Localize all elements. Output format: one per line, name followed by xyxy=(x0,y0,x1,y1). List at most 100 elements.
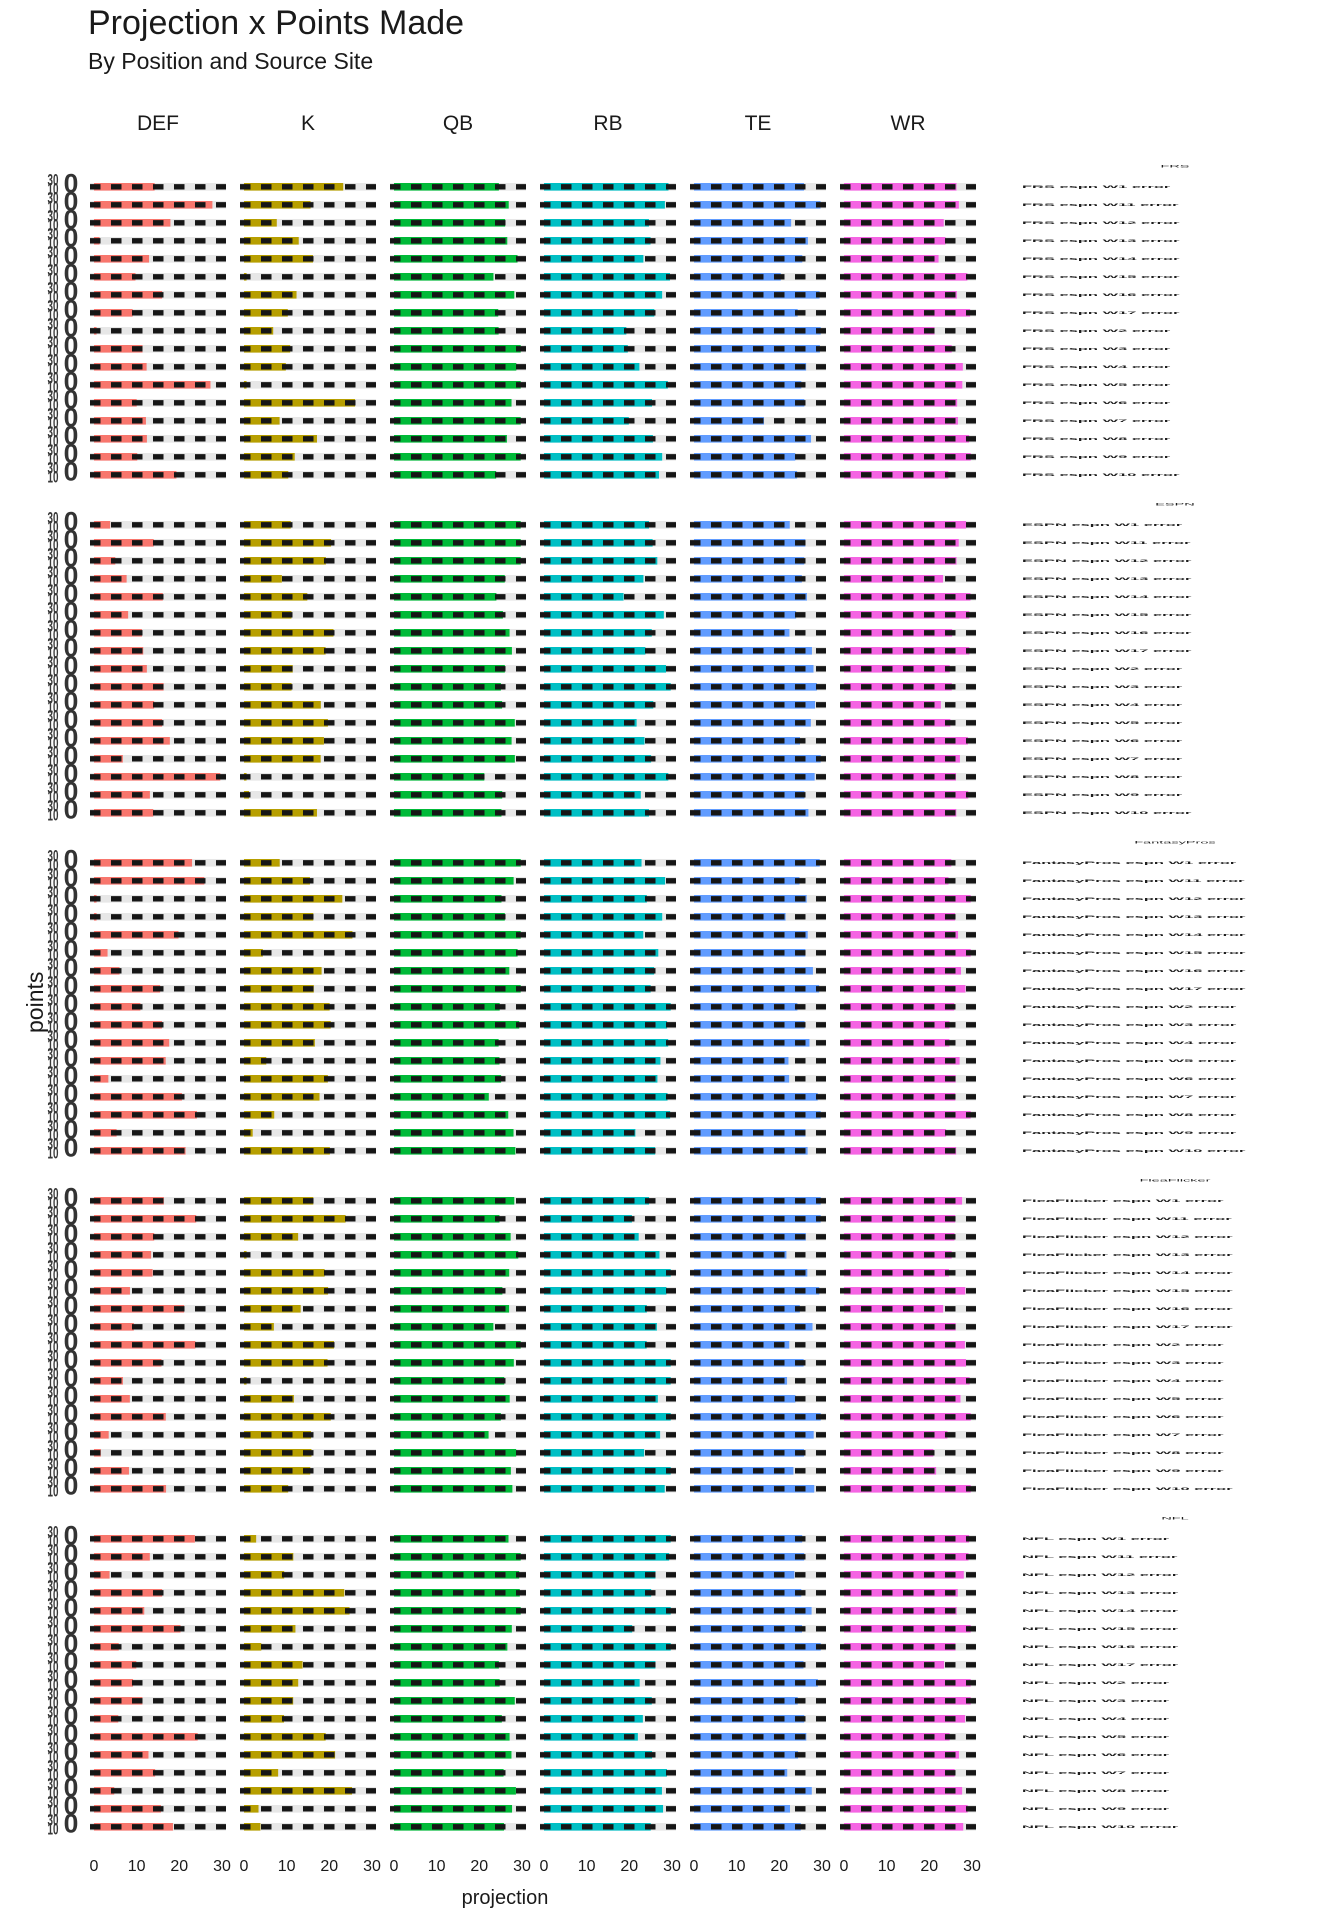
svg-text:ESPN espn W8 error: ESPN espn W8 error xyxy=(1022,774,1183,779)
svg-text:10: 10 xyxy=(48,1480,59,1500)
svg-text:FRS espn W17 error: FRS espn W17 error xyxy=(1022,310,1180,315)
svg-text:FantasyPros espn W9 error: FantasyPros espn W9 error xyxy=(1022,1130,1237,1135)
svg-text:FantasyPros espn W3 error: FantasyPros espn W3 error xyxy=(1022,1022,1237,1027)
svg-text:FleaFlicker espn W8 error: FleaFlicker espn W8 error xyxy=(1022,1450,1224,1455)
svg-text:FleaFlicker: FleaFlicker xyxy=(1140,1179,1212,1182)
svg-text:FRS espn W3 error: FRS espn W3 error xyxy=(1022,346,1171,351)
svg-text:NFL espn W3 error: NFL espn W3 error xyxy=(1022,1698,1170,1703)
svg-text:NFL espn W7 error: NFL espn W7 error xyxy=(1022,1770,1170,1775)
svg-text:FRS espn W6 error: FRS espn W6 error xyxy=(1022,400,1171,405)
svg-text:0: 0 xyxy=(64,1809,79,1839)
svg-text:NFL espn W13 error: NFL espn W13 error xyxy=(1022,1590,1179,1595)
svg-text:FantasyPros espn W14 error: FantasyPros espn W14 error xyxy=(1022,932,1246,937)
svg-text:ESPN espn W17 error: ESPN espn W17 error xyxy=(1022,648,1192,653)
svg-text:FleaFlicker espn W13 error: FleaFlicker espn W13 error xyxy=(1022,1252,1233,1257)
svg-text:FleaFlicker espn W12 error: FleaFlicker espn W12 error xyxy=(1022,1234,1233,1239)
svg-text:ESPN espn W11 error: ESPN espn W11 error xyxy=(1022,540,1191,545)
svg-text:FRS espn W2 error: FRS espn W2 error xyxy=(1022,328,1171,333)
svg-text:NFL espn W15 error: NFL espn W15 error xyxy=(1022,1626,1179,1631)
svg-text:NFL espn W12 error: NFL espn W12 error xyxy=(1022,1572,1179,1577)
svg-text:FRS espn W4 error: FRS espn W4 error xyxy=(1022,364,1171,369)
svg-text:FantasyPros espn W5 error: FantasyPros espn W5 error xyxy=(1022,1058,1237,1063)
svg-text:10: 10 xyxy=(48,466,59,486)
svg-text:ESPN espn W12 error: ESPN espn W12 error xyxy=(1022,558,1192,563)
svg-text:NFL espn W17 error: NFL espn W17 error xyxy=(1022,1662,1179,1667)
svg-text:0: 0 xyxy=(64,1471,79,1501)
svg-text:FantasyPros espn W13 error: FantasyPros espn W13 error xyxy=(1022,914,1246,919)
svg-text:NFL espn W6 error: NFL espn W6 error xyxy=(1022,1752,1170,1757)
svg-text:FRS espn W10 error: FRS espn W10 error xyxy=(1022,472,1180,477)
svg-text:FleaFlicker espn W11 error: FleaFlicker espn W11 error xyxy=(1022,1216,1232,1221)
svg-text:FRS espn W1 error: FRS espn W1 error xyxy=(1022,184,1171,189)
svg-text:NFL espn W9 error: NFL espn W9 error xyxy=(1022,1806,1170,1811)
svg-text:FRS espn W11 error: FRS espn W11 error xyxy=(1022,202,1179,207)
svg-text:FRS espn W15 error: FRS espn W15 error xyxy=(1022,274,1180,279)
svg-text:NFL espn W1 error: NFL espn W1 error xyxy=(1022,1536,1170,1541)
svg-text:ESPN espn W13 error: ESPN espn W13 error xyxy=(1022,576,1192,581)
svg-text:NFL: NFL xyxy=(1161,1517,1189,1520)
svg-text:NFL espn W11 error: NFL espn W11 error xyxy=(1022,1554,1178,1559)
svg-text:ESPN espn W14 error: ESPN espn W14 error xyxy=(1022,594,1192,599)
svg-text:ESPN: ESPN xyxy=(1155,503,1194,506)
svg-text:FantasyPros espn W7 error: FantasyPros espn W7 error xyxy=(1022,1094,1237,1099)
svg-text:FantasyPros espn W1 error: FantasyPros espn W1 error xyxy=(1022,860,1237,865)
svg-text:NFL espn W10 error: NFL espn W10 error xyxy=(1022,1824,1179,1829)
svg-text:NFL espn W5 error: NFL espn W5 error xyxy=(1022,1734,1170,1739)
svg-text:FantasyPros espn W2 error: FantasyPros espn W2 error xyxy=(1022,1004,1237,1009)
svg-text:FRS espn W8 error: FRS espn W8 error xyxy=(1022,436,1171,441)
svg-text:ESPN espn W10 error: ESPN espn W10 error xyxy=(1022,810,1192,815)
svg-text:FantasyPros espn W4 error: FantasyPros espn W4 error xyxy=(1022,1040,1237,1045)
svg-text:0: 0 xyxy=(64,1133,79,1163)
svg-text:FantasyPros espn W10 error: FantasyPros espn W10 error xyxy=(1022,1148,1246,1153)
svg-text:FRS espn W9 error: FRS espn W9 error xyxy=(1022,454,1171,459)
svg-text:10: 10 xyxy=(48,1142,59,1162)
svg-text:ESPN espn W3 error: ESPN espn W3 error xyxy=(1022,684,1183,689)
svg-text:FRS: FRS xyxy=(1161,165,1190,168)
svg-text:ESPN espn W1 error: ESPN espn W1 error xyxy=(1022,522,1183,527)
svg-text:FantasyPros espn W17 error: FantasyPros espn W17 error xyxy=(1022,986,1246,991)
svg-text:FleaFlicker espn W6 error: FleaFlicker espn W6 error xyxy=(1022,1414,1224,1419)
svg-text:FleaFlicker espn W17 error: FleaFlicker espn W17 error xyxy=(1022,1324,1233,1329)
svg-text:NFL espn W16 error: NFL espn W16 error xyxy=(1022,1644,1179,1649)
svg-text:FRS espn W13 error: FRS espn W13 error xyxy=(1022,238,1180,243)
svg-text:NFL espn W2 error: NFL espn W2 error xyxy=(1022,1680,1170,1685)
svg-text:10: 10 xyxy=(48,1818,59,1838)
svg-text:FRS espn W14 error: FRS espn W14 error xyxy=(1022,256,1180,261)
svg-text:FantasyPros: FantasyPros xyxy=(1134,841,1215,844)
svg-text:ESPN espn W2 error: ESPN espn W2 error xyxy=(1022,666,1183,671)
svg-text:ESPN espn W16 error: ESPN espn W16 error xyxy=(1022,630,1192,635)
svg-text:FRS espn W7 error: FRS espn W7 error xyxy=(1022,418,1171,423)
svg-text:FRS espn W12 error: FRS espn W12 error xyxy=(1022,220,1180,225)
svg-text:NFL espn W4 error: NFL espn W4 error xyxy=(1022,1716,1170,1721)
svg-text:FRS espn W16 error: FRS espn W16 error xyxy=(1022,292,1180,297)
svg-text:ESPN espn W4 error: ESPN espn W4 error xyxy=(1022,702,1183,707)
svg-text:FantasyPros espn W12 error: FantasyPros espn W12 error xyxy=(1022,896,1246,901)
svg-text:FleaFlicker espn W14 error: FleaFlicker espn W14 error xyxy=(1022,1270,1233,1275)
svg-text:ESPN espn W5 error: ESPN espn W5 error xyxy=(1022,720,1183,725)
svg-text:FleaFlicker espn W3 error: FleaFlicker espn W3 error xyxy=(1022,1360,1224,1365)
svg-text:FRS espn W5 error: FRS espn W5 error xyxy=(1022,382,1171,387)
svg-text:FleaFlicker espn W5 error: FleaFlicker espn W5 error xyxy=(1022,1396,1224,1401)
svg-text:10: 10 xyxy=(48,804,59,824)
svg-text:NFL espn W14 error: NFL espn W14 error xyxy=(1022,1608,1179,1613)
svg-text:0: 0 xyxy=(64,457,79,487)
svg-text:FleaFlicker espn W9 error: FleaFlicker espn W9 error xyxy=(1022,1468,1224,1473)
svg-text:ESPN espn W6 error: ESPN espn W6 error xyxy=(1022,738,1183,743)
svg-text:FleaFlicker espn W2 error: FleaFlicker espn W2 error xyxy=(1022,1342,1224,1347)
svg-text:FleaFlicker espn W4 error: FleaFlicker espn W4 error xyxy=(1022,1378,1224,1383)
svg-text:NFL espn W8 error: NFL espn W8 error xyxy=(1022,1788,1170,1793)
svg-text:FantasyPros espn W15 error: FantasyPros espn W15 error xyxy=(1022,950,1246,955)
svg-text:FleaFlicker espn W16 error: FleaFlicker espn W16 error xyxy=(1022,1306,1233,1311)
svg-text:FantasyPros espn W16 error: FantasyPros espn W16 error xyxy=(1022,968,1246,973)
svg-text:ESPN espn W15 error: ESPN espn W15 error xyxy=(1022,612,1192,617)
svg-text:FantasyPros espn W8 error: FantasyPros espn W8 error xyxy=(1022,1112,1237,1117)
svg-text:FleaFlicker espn W10 error: FleaFlicker espn W10 error xyxy=(1022,1486,1233,1491)
svg-text:ESPN espn W7 error: ESPN espn W7 error xyxy=(1022,756,1183,761)
svg-text:FleaFlicker espn W7 error: FleaFlicker espn W7 error xyxy=(1022,1432,1224,1437)
svg-text:FantasyPros espn W6 error: FantasyPros espn W6 error xyxy=(1022,1076,1237,1081)
svg-text:FleaFlicker espn W1 error: FleaFlicker espn W1 error xyxy=(1022,1198,1224,1203)
svg-text:ESPN espn W9 error: ESPN espn W9 error xyxy=(1022,792,1183,797)
svg-text:FantasyPros espn W11 error: FantasyPros espn W11 error xyxy=(1022,878,1245,883)
svg-text:0: 0 xyxy=(64,795,79,825)
svg-text:FleaFlicker espn W15 error: FleaFlicker espn W15 error xyxy=(1022,1288,1233,1293)
